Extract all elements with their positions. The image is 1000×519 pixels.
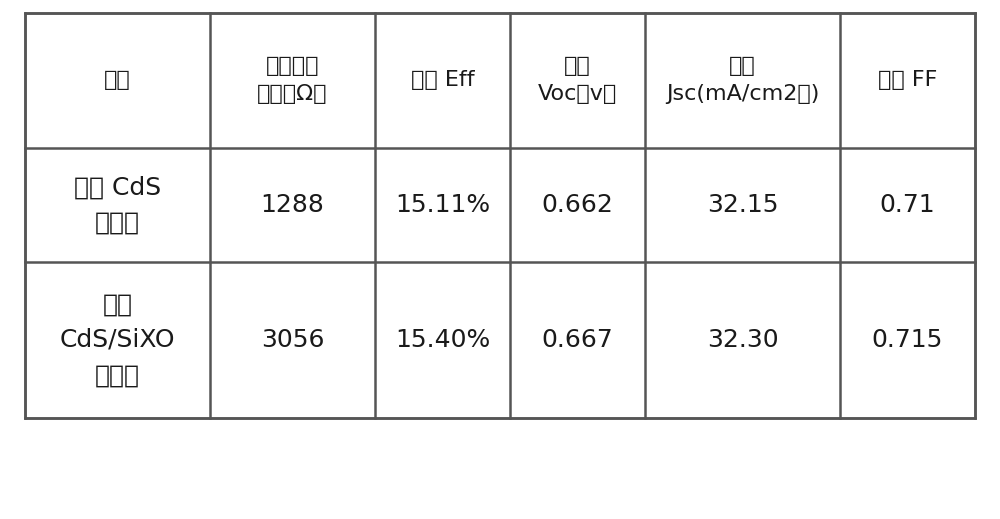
Text: 双层
CdS/SiXO
缓冲层: 双层 CdS/SiXO 缓冲层	[60, 293, 175, 387]
Text: 15.40%: 15.40%	[395, 328, 490, 352]
Text: 平均
Voc（v）: 平均 Voc（v）	[538, 57, 617, 104]
Text: 0.715: 0.715	[872, 328, 943, 352]
Bar	[25, 13, 975, 418]
Text: 单层 CdS
缓冲层: 单层 CdS 缓冲层	[74, 175, 161, 235]
Text: 32.15: 32.15	[707, 193, 778, 217]
Text: 32.30: 32.30	[707, 328, 778, 352]
Text: 类别: 类别	[104, 71, 131, 90]
Text: 平均 Eff: 平均 Eff	[411, 71, 474, 90]
Text: 平均并联
电阵（Ω）: 平均并联 电阵（Ω）	[257, 57, 328, 104]
Text: 0.667: 0.667	[542, 328, 613, 352]
Text: 平均 FF: 平均 FF	[878, 71, 937, 90]
Text: 1288: 1288	[261, 193, 324, 217]
Text: 15.11%: 15.11%	[395, 193, 490, 217]
Text: 0.662: 0.662	[542, 193, 613, 217]
Text: 0.71: 0.71	[880, 193, 935, 217]
Text: 3056: 3056	[261, 328, 324, 352]
Text: 平均
Jsc(mA/cm2）): 平均 Jsc(mA/cm2）)	[666, 57, 819, 104]
